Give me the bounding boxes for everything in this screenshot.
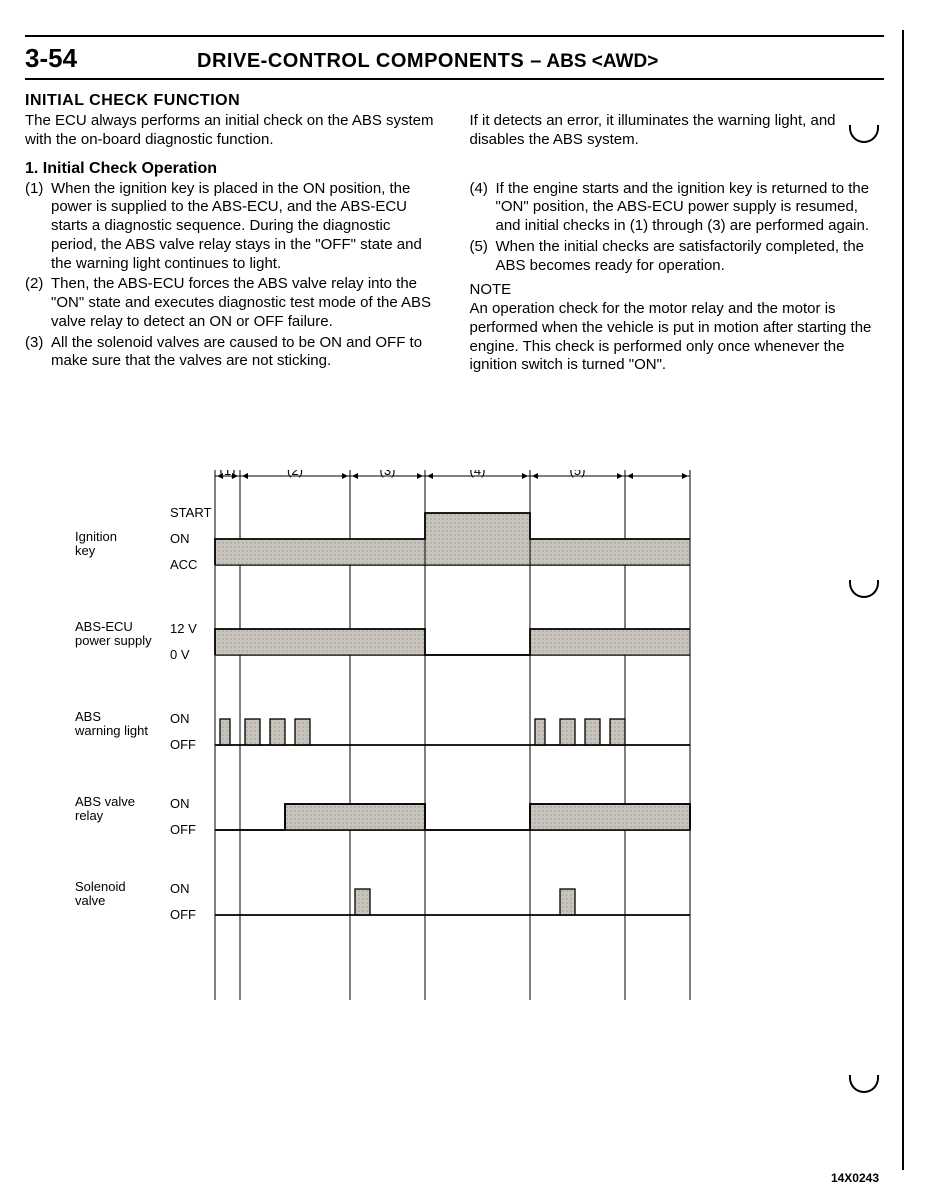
operation-left-col: (1) When the ignition key is placed in t… — [25, 180, 440, 376]
item-number: (1) — [25, 180, 51, 274]
svg-text:relay: relay — [75, 808, 104, 823]
svg-text:OFF: OFF — [170, 822, 196, 837]
svg-text:key: key — [75, 543, 96, 558]
punch-hole-icon — [849, 1075, 879, 1093]
section-title-initial-check: INITIAL CHECK FUNCTION — [25, 92, 884, 110]
list-item: (3) All the solenoid valves are caused t… — [25, 334, 440, 372]
item-number: (3) — [25, 334, 51, 372]
svg-text:ABS valve: ABS valve — [75, 794, 135, 809]
svg-text:OFF: OFF — [170, 737, 196, 752]
item-text: When the ignition key is placed in the O… — [51, 180, 440, 274]
header-title-main: DRIVE-CONTROL COMPONENTS – — [197, 50, 542, 72]
svg-text:ABS: ABS — [75, 709, 101, 724]
header-title: DRIVE-CONTROL COMPONENTS – ABS <AWD> — [197, 50, 658, 73]
list-item: (2) Then, the ABS-ECU forces the ABS val… — [25, 275, 440, 331]
svg-text:12 V: 12 V — [170, 621, 197, 636]
svg-text:Solenoid: Solenoid — [75, 879, 126, 894]
page-edge-line — [902, 30, 904, 1170]
intro-left: The ECU always performs an initial check… — [25, 112, 440, 150]
timing-chart-svg: (1)(2)(3)(4)(5)IgnitionkeySTARTONACCABS-… — [70, 470, 710, 1030]
item-number: (5) — [470, 238, 496, 276]
svg-text:ACC: ACC — [170, 557, 197, 572]
header-title-sub: ABS <AWD> — [546, 51, 658, 72]
intro-right: If it detects an error, it illuminates t… — [470, 112, 885, 150]
svg-text:START: START — [170, 505, 211, 520]
subsection-title-operation: 1. Initial Check Operation — [25, 160, 884, 178]
item-number: (2) — [25, 275, 51, 331]
svg-text:(4): (4) — [470, 470, 486, 478]
svg-text:ON: ON — [170, 531, 190, 546]
svg-text:(5): (5) — [570, 470, 586, 478]
list-item: (4) If the engine starts and the ignitio… — [470, 180, 885, 236]
list-item: (1) When the ignition key is placed in t… — [25, 180, 440, 274]
list-item: (5) When the initial checks are satisfac… — [470, 238, 885, 276]
svg-text:0 V: 0 V — [170, 647, 190, 662]
svg-text:valve: valve — [75, 893, 105, 908]
item-text: Then, the ABS-ECU forces the ABS valve r… — [51, 275, 440, 331]
svg-text:ABS-ECU: ABS-ECU — [75, 619, 133, 634]
note-body: An operation check for the motor relay a… — [470, 300, 885, 375]
operation-columns: (1) When the ignition key is placed in t… — [25, 180, 884, 376]
svg-text:warning light: warning light — [74, 723, 148, 738]
svg-text:(3): (3) — [380, 470, 396, 478]
svg-text:OFF: OFF — [170, 907, 196, 922]
svg-text:power supply: power supply — [75, 633, 152, 648]
operation-right-col: (4) If the engine starts and the ignitio… — [470, 180, 885, 376]
timing-chart: (1)(2)(3)(4)(5)IgnitionkeySTARTONACCABS-… — [70, 470, 710, 1030]
svg-text:Ignition: Ignition — [75, 529, 117, 544]
item-text: When the initial checks are satisfactori… — [496, 238, 885, 276]
svg-text:ON: ON — [170, 711, 190, 726]
page-number: 3-54 — [25, 43, 77, 74]
svg-text:(2): (2) — [287, 470, 303, 478]
svg-text:ON: ON — [170, 881, 190, 896]
punch-hole-icon — [849, 580, 879, 598]
item-text: All the solenoid valves are caused to be… — [51, 334, 440, 372]
figure-number: 14X0243 — [831, 1171, 879, 1185]
svg-text:ON: ON — [170, 796, 190, 811]
item-text: If the engine starts and the ignition ke… — [496, 180, 885, 236]
intro-columns: The ECU always performs an initial check… — [25, 112, 884, 150]
note-title: NOTE — [470, 281, 885, 300]
page-header: 3-54 DRIVE-CONTROL COMPONENTS – ABS <AWD… — [25, 35, 884, 80]
item-number: (4) — [470, 180, 496, 236]
